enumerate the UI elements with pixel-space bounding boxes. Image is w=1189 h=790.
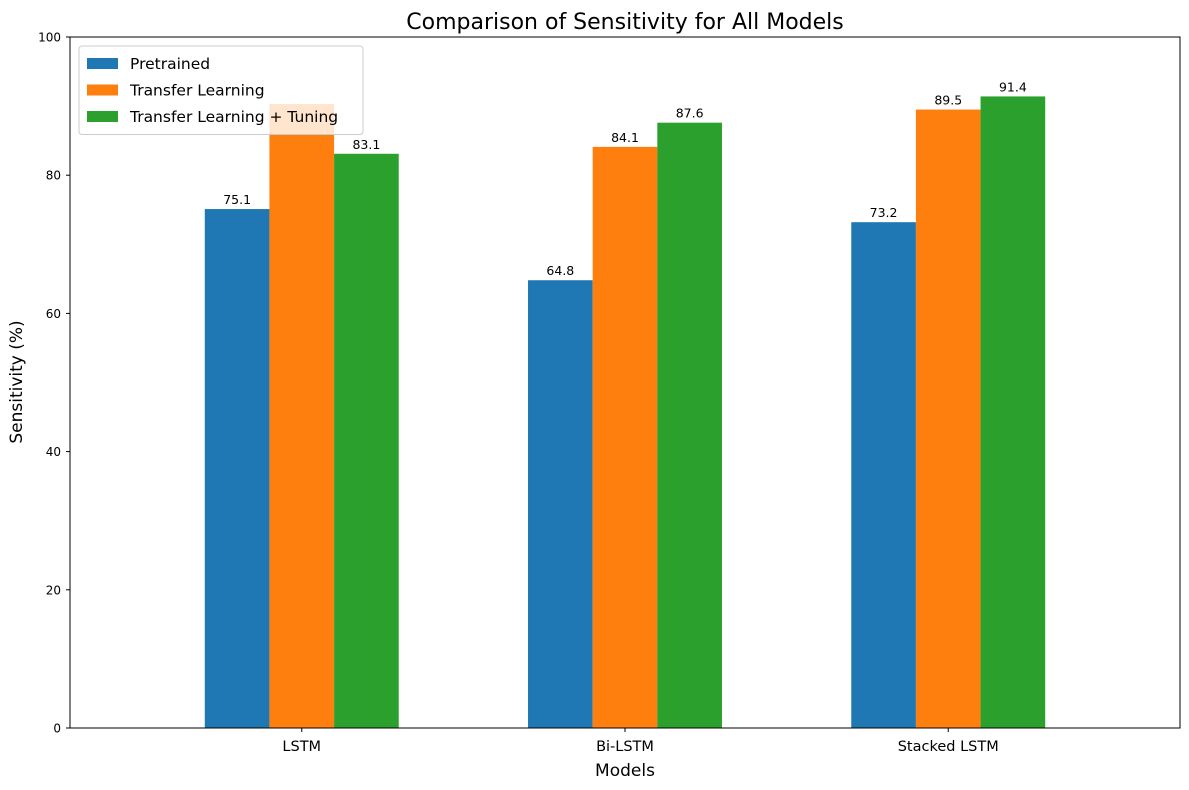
bar-bi-lstm-series-0	[528, 280, 593, 728]
legend-entry: Pretrained	[130, 55, 210, 73]
x-axis: LSTM Bi-LSTM Stacked LSTM	[282, 728, 999, 755]
data-label: 89.5	[934, 93, 962, 108]
chart-title: Comparison of Sensitivity for All Models	[406, 10, 843, 35]
y-tick-label: 40	[46, 445, 61, 459]
bar-stacked-lstm-series-2	[980, 96, 1046, 728]
bar-lstm-series-1	[269, 104, 335, 729]
bar-lstm-series-0	[204, 209, 270, 728]
y-axis-title: Sensitivity (%)	[7, 320, 27, 443]
x-tick-label: Bi-LSTM	[596, 739, 654, 755]
y-tick-label: 80	[46, 169, 61, 183]
data-label: 73.2	[870, 205, 898, 220]
data-label: 87.6	[676, 106, 704, 121]
data-label: 64.8	[546, 263, 574, 278]
data-label: 84.1	[611, 130, 639, 145]
bar-bi-lstm-series-2	[657, 122, 722, 728]
legend-entry: Transfer Learning	[129, 82, 265, 100]
x-tick-label: LSTM	[282, 739, 321, 755]
bar-bi-lstm-series-1	[592, 146, 658, 728]
y-tick-label: 20	[46, 583, 61, 597]
data-label: 83.1	[352, 137, 380, 152]
bars-group	[204, 96, 1046, 729]
x-axis-title: Models	[595, 761, 655, 781]
x-tick-label: Stacked LSTM	[898, 739, 999, 755]
legend-swatch	[87, 84, 118, 96]
bar-stacked-lstm-series-0	[851, 222, 916, 729]
legend-swatch	[87, 58, 118, 69]
legend-entry: Transfer Learning + Tuning	[129, 108, 338, 126]
legend-swatch	[87, 111, 118, 122]
plot-frame	[69, 36, 1181, 729]
legend: Pretrained Transfer Learning Transfer Lear…	[78, 45, 364, 135]
bar-lstm-series-2	[334, 153, 399, 729]
y-tick-label: 100	[38, 31, 61, 45]
legend-box	[78, 45, 364, 135]
y-axis: 0 20 40 60 80 100	[38, 31, 70, 736]
y-tick-label: 60	[46, 307, 61, 321]
data-label: 75.1	[223, 192, 251, 207]
bar-stacked-lstm-series-1	[915, 109, 981, 729]
data-labels-group: 75.1 64.8 73.2 84.1 89.5 83.1 87.6 91.4	[223, 79, 1027, 278]
y-tick-label: 0	[53, 722, 61, 736]
data-label: 91.4	[999, 79, 1027, 94]
